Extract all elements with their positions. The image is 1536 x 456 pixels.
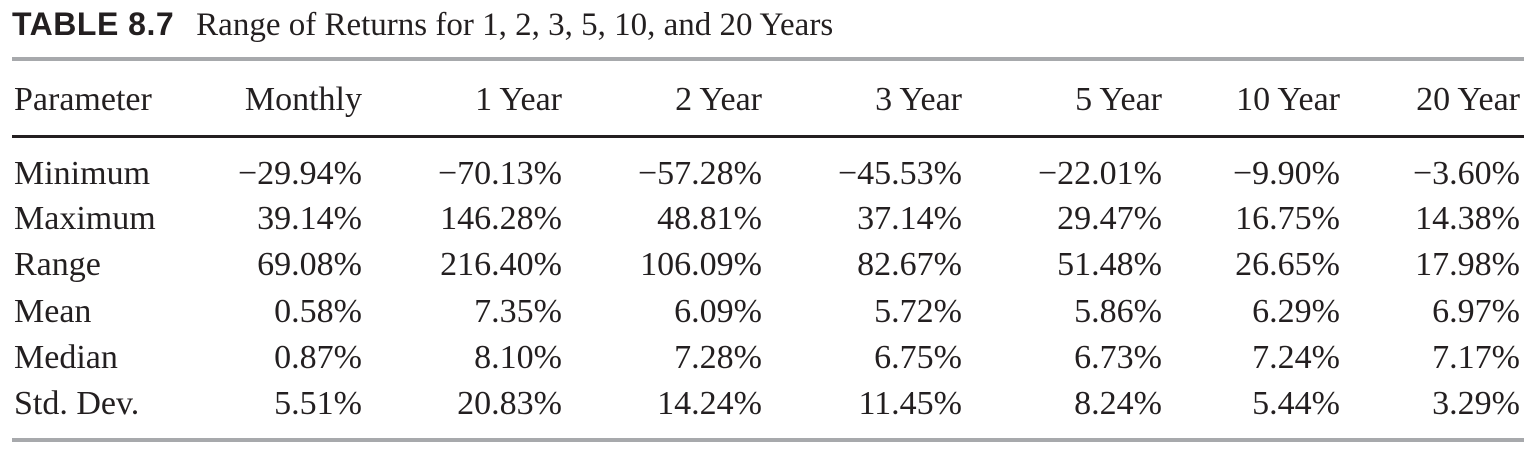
table-row: Range 69.08% 216.40% 106.09% 82.67% 51.4… bbox=[0, 242, 1536, 288]
row-label: Median bbox=[14, 339, 118, 376]
table-cell: 5.86% bbox=[1074, 293, 1162, 330]
table-cell: 146.28% bbox=[440, 200, 562, 237]
table-cell: 106.09% bbox=[640, 246, 762, 283]
row-label: Range bbox=[14, 246, 101, 283]
column-header: 10 Year bbox=[1236, 81, 1340, 118]
table-cell: 20.83% bbox=[457, 385, 562, 422]
row-label: Std. Dev. bbox=[14, 385, 140, 422]
table-cell: 6.97% bbox=[1432, 293, 1520, 330]
table-title: Range of Returns for 1, 2, 3, 5, 10, and… bbox=[196, 7, 834, 43]
table-cell: 16.75% bbox=[1235, 200, 1340, 237]
table-cell: 69.08% bbox=[257, 246, 362, 283]
table-cell: 7.24% bbox=[1252, 339, 1340, 376]
table-cell: 3.29% bbox=[1432, 385, 1520, 422]
table-cell: 6.09% bbox=[674, 293, 762, 330]
table-cell: 39.14% bbox=[257, 200, 362, 237]
row-label: Minimum bbox=[14, 155, 151, 192]
table-cell: 51.48% bbox=[1057, 246, 1162, 283]
table-cell: 5.51% bbox=[274, 385, 362, 422]
table-number: TABLE 8.7 bbox=[12, 6, 175, 42]
table-cell: 7.17% bbox=[1432, 339, 1520, 376]
column-header: Parameter bbox=[14, 81, 152, 118]
table-cell: 82.67% bbox=[857, 246, 962, 283]
row-label: Mean bbox=[14, 293, 92, 330]
table-cell: 6.75% bbox=[874, 339, 962, 376]
table-cell: 8.10% bbox=[474, 339, 562, 376]
table-row: Median 0.87% 8.10% 7.28% 6.75% 6.73% 7.2… bbox=[0, 335, 1536, 381]
table-cell: 0.87% bbox=[274, 339, 362, 376]
table-cell: −45.53% bbox=[838, 155, 962, 192]
table-row: Mean 0.58% 7.35% 6.09% 5.72% 5.86% 6.29%… bbox=[0, 289, 1536, 335]
table-cell: −57.28% bbox=[638, 155, 762, 192]
table-cell: −22.01% bbox=[1038, 155, 1162, 192]
top-rule bbox=[12, 57, 1524, 61]
bottom-rule bbox=[12, 438, 1524, 442]
table-cell: 7.28% bbox=[674, 339, 762, 376]
table-cell: 29.47% bbox=[1057, 200, 1162, 237]
table-cell: −29.94% bbox=[238, 155, 362, 192]
column-header: 2 Year bbox=[675, 81, 762, 118]
table-cell: −9.90% bbox=[1233, 155, 1340, 192]
table-row: Minimum −29.94% −70.13% −57.28% −45.53% … bbox=[0, 151, 1536, 197]
table-caption: TABLE 8.7 Range of Returns for 1, 2, 3, 5… bbox=[12, 4, 833, 44]
header-rule bbox=[12, 135, 1524, 138]
row-label: Maximum bbox=[14, 200, 156, 237]
table-cell: 7.35% bbox=[474, 293, 562, 330]
table-cell: 14.24% bbox=[657, 385, 762, 422]
table-cell: 14.38% bbox=[1415, 200, 1520, 237]
column-header: 20 Year bbox=[1416, 81, 1520, 118]
column-header: Monthly bbox=[244, 81, 362, 118]
table-cell: 216.40% bbox=[440, 246, 562, 283]
table-cell: 8.24% bbox=[1074, 385, 1162, 422]
table-cell: 5.44% bbox=[1252, 385, 1340, 422]
table-cell: −3.60% bbox=[1413, 155, 1520, 192]
column-header: 3 Year bbox=[875, 81, 962, 118]
table-cell: 48.81% bbox=[657, 200, 762, 237]
table-cell: 6.73% bbox=[1074, 339, 1162, 376]
table-row: Std. Dev. 5.51% 20.83% 14.24% 11.45% 8.2… bbox=[0, 381, 1536, 427]
table-cell: 37.14% bbox=[857, 200, 962, 237]
table-cell: 11.45% bbox=[858, 385, 962, 422]
table-cell: 17.98% bbox=[1415, 246, 1520, 283]
table-cell: 5.72% bbox=[874, 293, 962, 330]
column-header: 1 Year bbox=[475, 81, 562, 118]
table-row: Maximum 39.14% 146.28% 48.81% 37.14% 29.… bbox=[0, 196, 1536, 242]
table-cell: −70.13% bbox=[438, 155, 562, 192]
table-cell: 26.65% bbox=[1235, 246, 1340, 283]
column-header: 5 Year bbox=[1075, 81, 1162, 118]
table-header-row: Parameter Monthly 1 Year 2 Year 3 Year 5… bbox=[0, 77, 1536, 123]
table-cell: 0.58% bbox=[274, 293, 362, 330]
table-cell: 6.29% bbox=[1252, 293, 1340, 330]
